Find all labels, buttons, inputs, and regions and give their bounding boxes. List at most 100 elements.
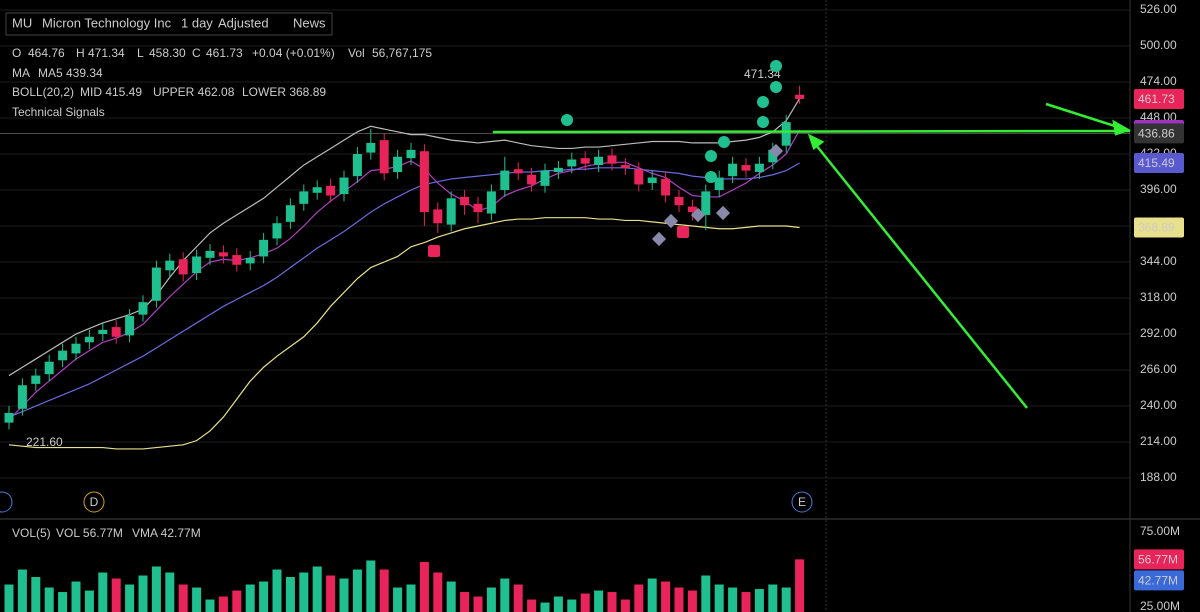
- candle-body: [687, 206, 697, 213]
- volume-bar: [567, 599, 577, 612]
- y-tick-label: 266.00: [1140, 362, 1177, 376]
- volume-bar: [218, 596, 228, 612]
- event-d-label: D: [90, 495, 99, 509]
- candle-body: [446, 198, 456, 225]
- candle-body: [754, 163, 764, 172]
- volume-bar: [687, 590, 697, 612]
- candle-body: [768, 149, 778, 163]
- volume-bar: [232, 590, 242, 612]
- candle-body: [312, 187, 322, 193]
- volume-bar: [741, 592, 751, 612]
- volume-bar: [17, 569, 27, 612]
- signal: [757, 96, 769, 108]
- q-o: O: [12, 46, 21, 60]
- candle-body: [58, 350, 68, 361]
- candle-body: [31, 375, 41, 384]
- symbol: MU: [12, 15, 32, 30]
- event-left[interactable]: [0, 491, 13, 513]
- signal: [677, 226, 689, 238]
- price-tag: [1134, 570, 1184, 591]
- signal: [651, 231, 667, 247]
- signal: [770, 60, 782, 72]
- volume-bar: [634, 584, 644, 612]
- signal: [561, 114, 573, 126]
- candle-body: [607, 155, 617, 164]
- volume-bar: [446, 581, 456, 612]
- price-tag-label: 42.77M: [1138, 574, 1178, 588]
- candle-body: [138, 302, 148, 315]
- y-tick-label: 240.00: [1140, 398, 1177, 412]
- arrow: [811, 139, 1028, 409]
- candle-body: [218, 252, 228, 257]
- candle-body: [513, 169, 523, 174]
- candle-body: [4, 412, 14, 423]
- y-tick-label: 292.00: [1140, 326, 1177, 340]
- boll: BOLL(20,2): [12, 85, 74, 99]
- price-tag: [1134, 88, 1184, 109]
- candle-body: [299, 191, 309, 204]
- candle-body: [151, 267, 161, 301]
- volume-bar: [138, 575, 148, 612]
- signal: [428, 245, 440, 257]
- candle-body: [232, 255, 242, 265]
- y-tick-label: 75.00M: [1140, 524, 1180, 538]
- volume-bar: [352, 569, 362, 612]
- event-e[interactable]: [791, 491, 813, 513]
- signal: [768, 143, 784, 159]
- q-lv: 458.30: [149, 46, 186, 60]
- volume-bar: [326, 575, 336, 612]
- volume-bar: [728, 587, 738, 612]
- signal-markers: [428, 60, 784, 257]
- volume-bar: [339, 578, 349, 612]
- price-tag: [1134, 549, 1184, 570]
- q-cv: 461.73: [206, 46, 243, 60]
- volume-bar: [661, 581, 671, 612]
- signal: [663, 213, 679, 229]
- candle-body: [245, 257, 255, 264]
- volume-bar: [674, 587, 684, 612]
- candle-body: [111, 327, 121, 337]
- volume-bar: [272, 569, 282, 612]
- volume-bar: [419, 561, 429, 612]
- candle-body: [178, 259, 188, 275]
- event-d[interactable]: [83, 491, 105, 513]
- news[interactable]: News: [293, 15, 326, 30]
- candle-body: [393, 156, 403, 172]
- y-tick-label: 396.00: [1140, 182, 1177, 196]
- volume-bar: [31, 577, 41, 612]
- signals[interactable]: Technical Signals: [12, 105, 105, 119]
- volume-bar: [285, 577, 295, 612]
- candle-body: [473, 203, 483, 213]
- drawings: [492, 102, 1132, 409]
- period[interactable]: 1 day: [181, 15, 213, 30]
- candle-body: [580, 158, 590, 164]
- price-tag: [1134, 153, 1184, 174]
- candle-body: [71, 343, 81, 354]
- arrow-head: [807, 133, 825, 151]
- candle-body: [419, 151, 429, 213]
- y-tick-label: 344.00: [1140, 254, 1177, 268]
- volume-bar: [125, 584, 135, 612]
- volume-bar: [71, 581, 81, 612]
- q-chg: +0.04 (+0.01%): [252, 46, 335, 60]
- candle-body: [540, 170, 550, 186]
- y-tick-label: 188.00: [1140, 470, 1177, 484]
- candle-body: [98, 329, 108, 335]
- volume-bar: [795, 559, 805, 612]
- volume-bar: [44, 587, 54, 612]
- adjust[interactable]: Adjusted: [218, 15, 269, 30]
- volume-bar: [768, 584, 778, 612]
- candle-body: [125, 316, 135, 336]
- candle-body: [728, 163, 738, 177]
- support-line: [492, 129, 1131, 134]
- volume-bar: [460, 592, 470, 612]
- candle-body: [165, 260, 175, 271]
- y-tick-label: 526.00: [1140, 2, 1177, 16]
- vol-value: VOL 56.77M: [56, 526, 123, 540]
- volume-bar: [393, 587, 403, 612]
- volume-bar: [178, 584, 188, 612]
- candle-body: [192, 256, 202, 274]
- q-c: C: [192, 46, 201, 60]
- high-note: 471.34: [744, 67, 781, 81]
